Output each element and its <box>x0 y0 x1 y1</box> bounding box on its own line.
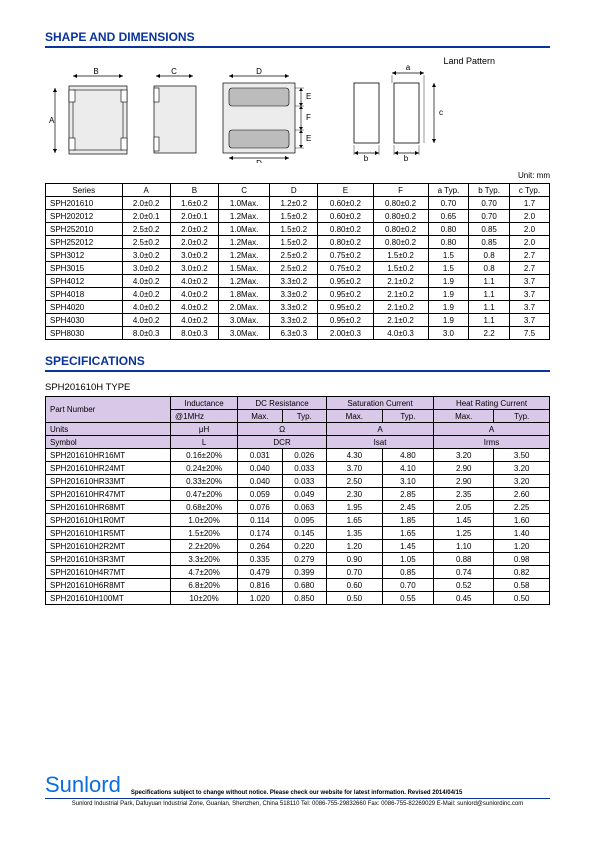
table-row: SPH30153.0±0.23.0±0.21.5Max.2.5±0.20.75±… <box>46 262 550 275</box>
table-row: SPH201610H6R8MT6.8±20%0.8160.6800.600.70… <box>46 579 550 592</box>
table-row: SPH40204.0±0.24.0±0.22.0Max.3.3±0.20.95±… <box>46 301 550 314</box>
dim-header: Series <box>46 184 123 197</box>
dim-header: A <box>122 184 170 197</box>
table-row: SymbolLDCRIsatIrms <box>46 436 550 449</box>
diagram-top: B A <box>45 68 140 163</box>
brand-logo: Sunlord <box>45 772 121 798</box>
svg-text:E: E <box>306 92 311 101</box>
footer-address: Sunlord Industrial Park, Dafuyuan Indust… <box>45 801 550 807</box>
table-row: SPH40184.0±0.24.0±0.21.8Max.3.3±0.20.95±… <box>46 288 550 301</box>
table-row: SPH201610H1R5MT1.5±20%0.1740.1451.351.65… <box>46 527 550 540</box>
dim-header: c Typ. <box>509 184 549 197</box>
table-row: SPH80308.0±0.38.0±0.33.0Max.6.3±0.32.00±… <box>46 327 550 340</box>
table-row: SPH201610H2R2MT2.2±20%0.2640.2201.201.45… <box>46 540 550 553</box>
table-row: SPH201610H1R0MT1.0±20%0.1140.0951.651.85… <box>46 514 550 527</box>
footer-note: Specifications subject to change without… <box>131 790 550 798</box>
table-row: SPH201610HR16MT0.16±20%0.0310.0264.304.8… <box>46 449 550 462</box>
section-shape-title: SHAPE AND DIMENSIONS <box>45 30 550 48</box>
svg-text:A: A <box>49 116 55 125</box>
diagram-land: a c b b <box>334 63 469 163</box>
svg-text:b: b <box>404 154 409 163</box>
unit-label: Unit: mm <box>45 171 550 180</box>
svg-text:b: b <box>364 154 369 163</box>
table-row: SPH201610HR47MT0.47±20%0.0590.0492.302.8… <box>46 488 550 501</box>
table-row: SPH201610H3R3MT3.3±20%0.3350.2790.901.05… <box>46 553 550 566</box>
table-row: SPH40304.0±0.24.0±0.23.0Max.3.3±0.20.95±… <box>46 314 550 327</box>
table-row: SPH2520102.5±0.22.0±0.21.0Max.1.5±0.20.8… <box>46 223 550 236</box>
svg-text:E: E <box>306 134 311 143</box>
svg-text:F: F <box>306 113 311 122</box>
spec-subtitle: SPH201610H TYPE <box>45 382 550 393</box>
table-row: SPH2016102.0±0.21.6±0.21.0Max.1.2±0.20.6… <box>46 197 550 210</box>
svg-text:a: a <box>406 63 411 72</box>
footer: Sunlord Specifications subject to change… <box>45 772 550 807</box>
table-row: SPH201610H4R7MT4.7±20%0.4790.3990.700.85… <box>46 566 550 579</box>
table-row: UnitsμHΩAA <box>46 423 550 436</box>
diagram-row: Land Pattern B A C D D E <box>45 58 550 163</box>
diagram-side: C <box>148 68 203 163</box>
section-spec-title: SPECIFICATIONS <box>45 354 550 372</box>
svg-text:D: D <box>256 68 262 76</box>
table-row: SPH201610H100MT10±20%1.0200.8500.500.550… <box>46 592 550 605</box>
table-row: Part NumberInductanceDC ResistanceSatura… <box>46 397 550 410</box>
dim-header: C <box>219 184 270 197</box>
diagram-bottom: D D E F E <box>211 68 326 163</box>
table-row: SPH2520122.5±0.22.0±0.21.2Max.1.5±0.20.8… <box>46 236 550 249</box>
table-row: SPH201610HR24MT0.24±20%0.0400.0333.704.1… <box>46 462 550 475</box>
dim-header: B <box>170 184 218 197</box>
table-row: SPH40124.0±0.24.0±0.21.2Max.3.3±0.20.95±… <box>46 275 550 288</box>
land-pattern-label: Land Pattern <box>443 56 495 66</box>
svg-text:C: C <box>171 68 177 76</box>
dim-header: D <box>270 184 318 197</box>
dim-header: F <box>373 184 428 197</box>
dimensions-table: SeriesABCDEFa Typ.b Typ.c Typ. SPH201610… <box>45 183 550 340</box>
svg-text:B: B <box>93 68 98 76</box>
dim-header: a Typ. <box>428 184 469 197</box>
table-row: SPH30123.0±0.23.0±0.21.2Max.2.5±0.20.75±… <box>46 249 550 262</box>
dim-header: b Typ. <box>469 184 510 197</box>
table-row: SPH201610HR68MT0.68±20%0.0760.0631.952.4… <box>46 501 550 514</box>
dim-header: E <box>318 184 373 197</box>
table-row: SPH2020122.0±0.12.0±0.11.2Max.1.5±0.20.6… <box>46 210 550 223</box>
spec-table: Part NumberInductanceDC ResistanceSatura… <box>45 396 550 605</box>
svg-text:c: c <box>439 108 443 117</box>
table-row: SPH201610HR33MT0.33±20%0.0400.0332.503.1… <box>46 475 550 488</box>
svg-text:D: D <box>256 159 262 163</box>
